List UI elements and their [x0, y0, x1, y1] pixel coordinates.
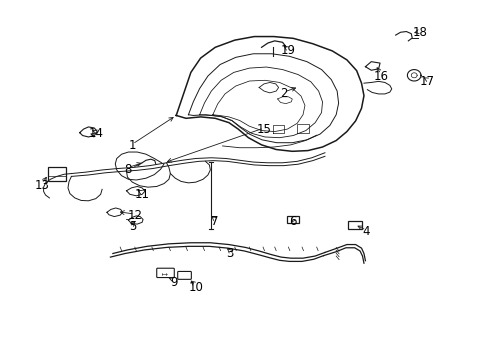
Text: 11: 11 — [134, 188, 149, 201]
Text: 8: 8 — [123, 163, 131, 176]
Text: 10: 10 — [188, 281, 203, 294]
Text: 16: 16 — [373, 69, 388, 82]
Text: 4: 4 — [362, 225, 369, 238]
Bar — [347, 221, 361, 229]
Text: 9: 9 — [170, 276, 177, 289]
Text: 6: 6 — [289, 215, 296, 228]
Text: 1: 1 — [128, 139, 136, 152]
Text: 2: 2 — [279, 87, 286, 100]
Text: 15: 15 — [256, 123, 271, 136]
Text: 7: 7 — [211, 215, 219, 228]
Text: 17: 17 — [419, 75, 434, 88]
Text: 12: 12 — [127, 210, 142, 222]
Text: 18: 18 — [412, 27, 427, 40]
Bar — [287, 216, 299, 223]
Text: 14: 14 — [88, 127, 103, 140]
Text: 19: 19 — [280, 44, 295, 57]
Text: 13: 13 — [35, 179, 49, 192]
Bar — [48, 167, 65, 181]
Text: 5: 5 — [128, 220, 136, 233]
Text: 3: 3 — [226, 247, 233, 260]
